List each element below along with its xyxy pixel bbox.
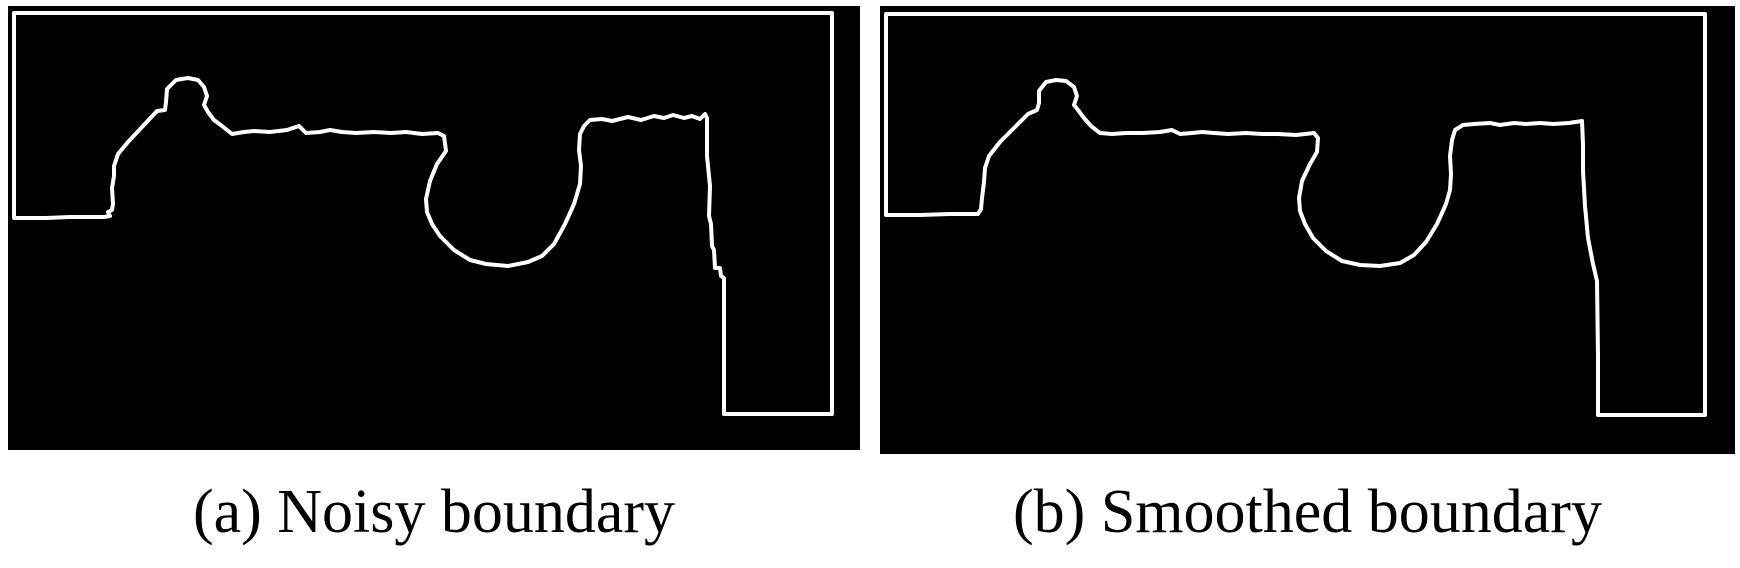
panel-noisy-boundary <box>8 6 860 450</box>
noisy-boundary-contour <box>12 11 834 416</box>
panel-smoothed-boundary <box>880 6 1735 454</box>
caption-noisy-boundary: (a) Noisy boundary <box>192 478 676 546</box>
smoothed-boundary-contour <box>884 12 1707 417</box>
smoothed-boundary-image <box>884 12 1707 417</box>
noisy-boundary-image <box>12 11 834 416</box>
caption-smoothed-boundary: (b) Smoothed boundary <box>1013 478 1602 546</box>
